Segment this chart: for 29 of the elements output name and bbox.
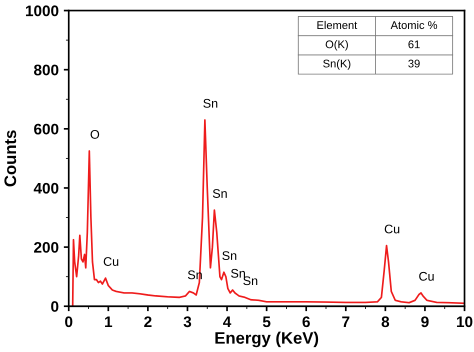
y-tick-label: 600: [34, 124, 58, 135]
annotation: O: [90, 130, 100, 139]
y-axis-title: Counts: [4, 130, 16, 186]
x-tick-label: 8: [382, 316, 390, 328]
annotation: Cu: [384, 224, 400, 234]
x-tick-label: 1: [105, 316, 112, 328]
x-tick-label: 6: [302, 316, 310, 328]
annotation: Sn: [243, 276, 258, 286]
x-tick-label: 5: [262, 316, 270, 328]
y-tick-label: 400: [34, 182, 58, 194]
y-tick-label: 800: [34, 64, 58, 76]
y-tick-label: 1000: [26, 5, 58, 16]
annotation: Sn: [203, 98, 218, 108]
x-tick-label: 2: [144, 316, 152, 328]
x-axis-title: Energy (KeV): [215, 332, 318, 348]
annotation: Sn: [212, 189, 227, 198]
x-tick-label: 9: [421, 316, 429, 328]
x-tick-label: 3: [184, 316, 192, 328]
annotation: Cu: [419, 272, 434, 281]
line-series: [72, 119, 465, 306]
annotation: Sn: [222, 251, 236, 260]
x-tick-label: 4: [223, 316, 232, 328]
annotation: Sn: [231, 268, 245, 278]
x-tick-label: 10: [456, 316, 472, 328]
x-tick-label: 0: [65, 316, 72, 328]
y-tick-label: 200: [34, 242, 58, 253]
y-tick-label: 0: [51, 301, 58, 312]
x-tick-label: 7: [342, 316, 350, 328]
annotation: Cu: [104, 257, 118, 266]
